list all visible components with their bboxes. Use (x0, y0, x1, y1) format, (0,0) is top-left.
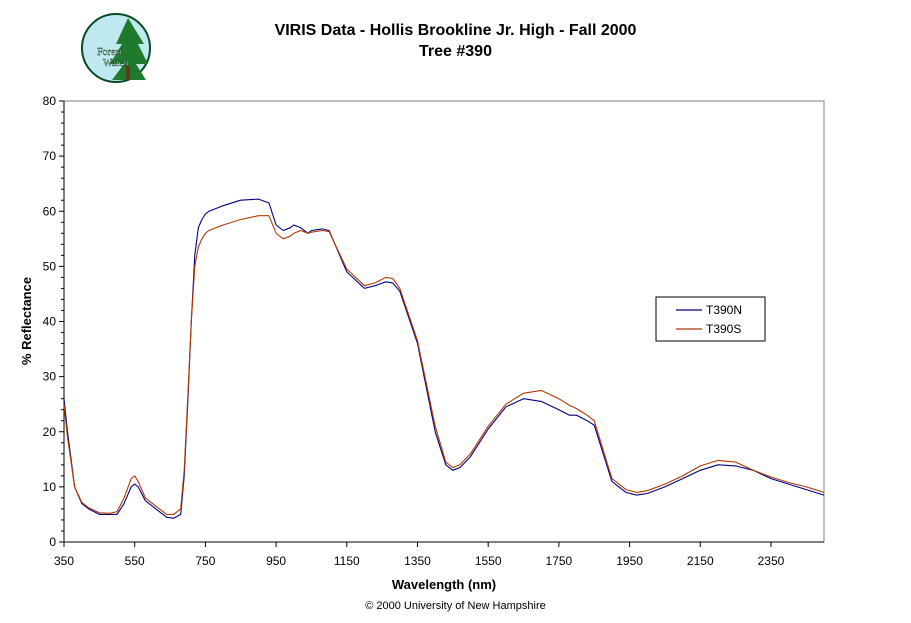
legend-label-t390n: T390N (706, 303, 742, 317)
chart-subtitle: Tree #390 (419, 43, 492, 60)
x-ticks: 350 550 750 950 1150 1350 1550 1750 1950 2150 2350 (54, 542, 785, 568)
y-tick-label-70: 70 (43, 149, 57, 163)
y-ticks: 0 10 20 30 40 50 60 70 80 (43, 94, 64, 549)
legend-label-t390s: T390S (706, 322, 741, 336)
x-axis-label: Wavelength (nm) (392, 577, 496, 592)
y-tick-label-0: 0 (49, 535, 56, 549)
x-tick-label-1950: 1950 (616, 554, 643, 568)
x-tick-label-750: 750 (195, 554, 215, 568)
y-tick-label-80: 80 (43, 94, 57, 108)
legend-box (655, 296, 766, 342)
copyright-footer: © 2000 University of New Hampshire (365, 600, 546, 612)
logo-text-forest: Forest (97, 47, 122, 58)
x-tick-label-1350: 1350 (404, 554, 431, 568)
legend: T390N T390S (655, 296, 766, 342)
y-tick-label-10: 10 (43, 480, 57, 494)
x-tick-label-350: 350 (54, 554, 74, 568)
y-tick-label-60: 60 (43, 204, 57, 218)
y-tick-label-40: 40 (43, 315, 57, 329)
chart-title: VIRIS Data - Hollis Brookline Jr. High -… (274, 22, 637, 39)
y-axis-label: % Reflectance (19, 277, 34, 365)
x-tick-label-1550: 1550 (475, 554, 502, 568)
series-lines (63, 198, 825, 519)
y-tick-label-30: 30 (43, 370, 57, 384)
x-tick-label-1150: 1150 (334, 554, 360, 568)
x-tick-label-2350: 2350 (758, 554, 785, 568)
x-tick-label-550: 550 (125, 554, 145, 568)
x-tick-label-2150: 2150 (687, 554, 714, 568)
series-line-t390n (63, 198, 825, 519)
logo-text-watch: Watch (103, 58, 128, 69)
y-tick-label-20: 20 (43, 425, 57, 439)
forest-watch-logo: Forest Watch (81, 13, 151, 83)
series-line-t390s (63, 215, 825, 515)
y-tick-label-50: 50 (43, 259, 57, 273)
x-tick-label-1750: 1750 (546, 554, 573, 568)
x-tick-label-950: 950 (266, 554, 286, 568)
